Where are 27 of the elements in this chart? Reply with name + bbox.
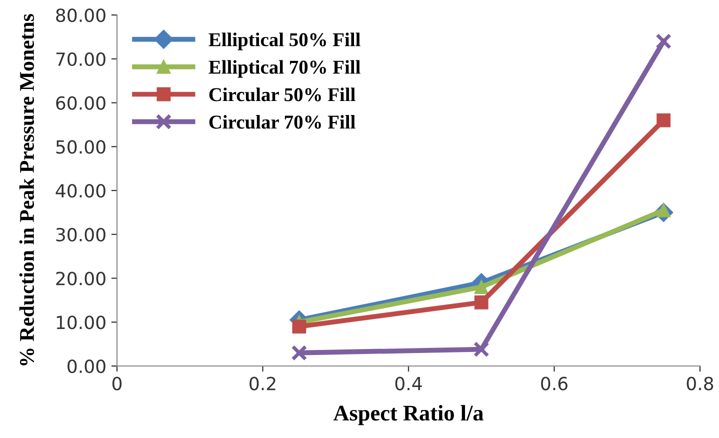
y-tick-label: 0.00 xyxy=(68,359,106,374)
x-tick-label: 0.2 xyxy=(250,376,276,390)
y-tick-label: 40.00 xyxy=(56,184,106,198)
y-tick-label: 10.00 xyxy=(56,316,106,330)
point xyxy=(291,344,308,361)
y-axis-title: % Reduction in Peak Pressure Monetns xyxy=(19,14,34,366)
x-tick-label: 0 xyxy=(112,376,122,390)
point xyxy=(474,295,488,310)
point xyxy=(474,280,488,294)
point xyxy=(292,320,306,334)
y-tick-label: 20.00 xyxy=(56,272,106,286)
point xyxy=(473,341,490,358)
y-tick-label: 70.00 xyxy=(56,52,106,66)
legend-label: Elliptical 70% Fill xyxy=(208,60,360,78)
legend-label: Circular 50% Fill xyxy=(209,88,356,102)
y-tick-label: 80.00 xyxy=(56,8,106,22)
point xyxy=(656,113,671,128)
legend-label: Elliptical 50% Fill xyxy=(208,32,360,50)
x-tick-label: 0.6 xyxy=(541,376,568,390)
x-tick-label: 0.4 xyxy=(395,376,422,390)
legend-label: Circular 70% Fill xyxy=(209,115,356,129)
x-tick-label: 0.8 xyxy=(686,376,714,390)
x-axis-title: Aspect Ratio l/a xyxy=(333,405,484,426)
y-tick-label: 60.00 xyxy=(56,96,106,110)
y-tick-label: 50.00 xyxy=(56,140,106,154)
point xyxy=(656,33,672,50)
y-tick-label: 30.00 xyxy=(56,228,106,242)
